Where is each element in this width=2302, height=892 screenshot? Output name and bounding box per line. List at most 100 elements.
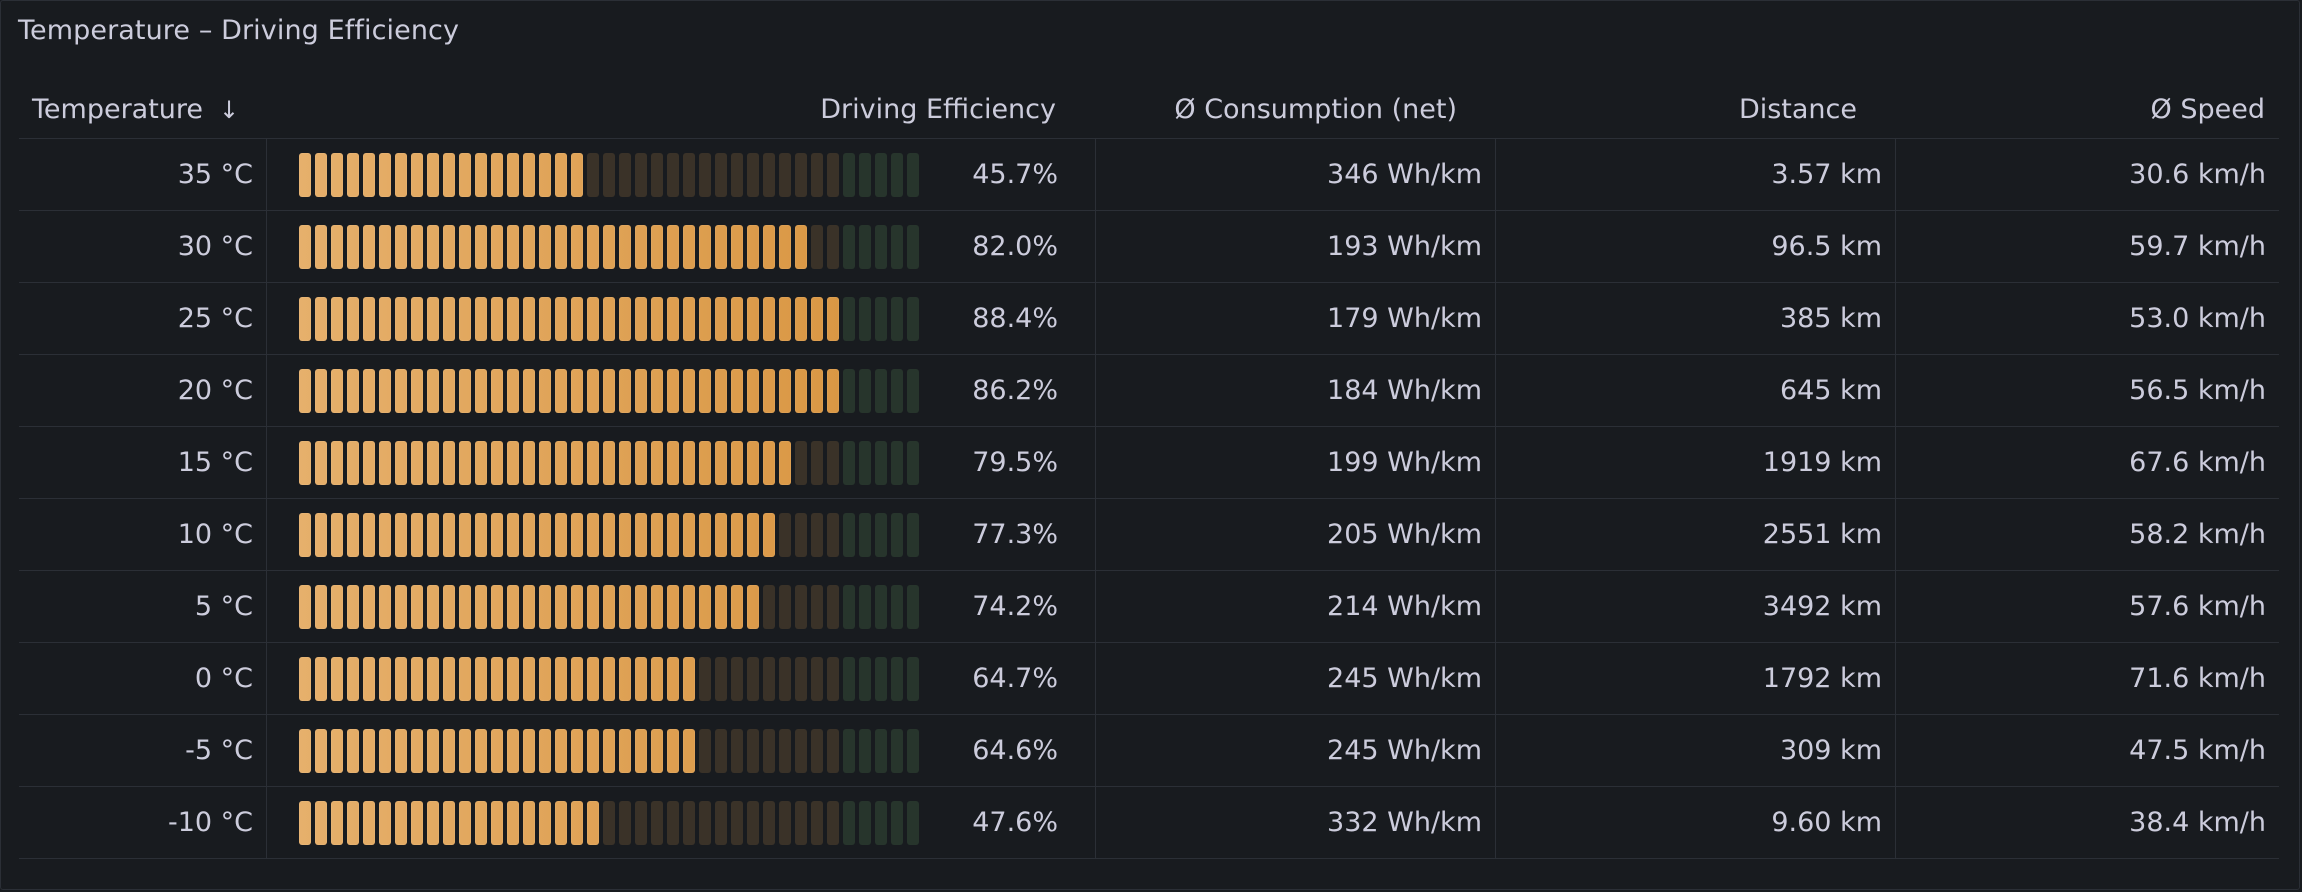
sort-descending-icon[interactable]: ↓ [219, 96, 240, 124]
gauge-segment [475, 729, 487, 773]
gauge-segment [731, 441, 743, 485]
gauge-segment [635, 657, 647, 701]
gauge-segment [571, 729, 583, 773]
gauge-segment [363, 369, 375, 413]
gauge-segment [571, 153, 583, 197]
gauge-segment [331, 657, 343, 701]
gauge-segment [795, 729, 807, 773]
gauge-segment [731, 513, 743, 557]
table-row: 20 °C 86.2% 184 Wh/km 645 km 56.5 km/h [19, 355, 2279, 427]
column-header-distance[interactable]: Distance [1738, 94, 1857, 125]
gauge-segment [699, 153, 711, 197]
gauge-segment [363, 513, 375, 557]
gauge-segment [907, 153, 919, 197]
column-header-efficiency[interactable]: Driving Efficiency [820, 94, 1056, 125]
efficiency-gauge [299, 513, 923, 557]
efficiency-gauge [299, 153, 923, 197]
gauge-segment [363, 297, 375, 341]
gauge-segment [571, 513, 583, 557]
gauge-segment [811, 225, 823, 269]
gauge-segment [347, 441, 359, 485]
gauge-segment [315, 369, 327, 413]
gauge-segment [587, 441, 599, 485]
gauge-segment [507, 225, 519, 269]
gauge-segment [299, 441, 311, 485]
column-header-consumption[interactable]: Ø Consumption (net) [1174, 94, 1457, 125]
gauge-segment [795, 657, 807, 701]
distance-cell: 1792 km [1496, 643, 1896, 714]
gauge-segment [763, 513, 775, 557]
gauge-segment [587, 801, 599, 845]
gauge-segment [411, 441, 423, 485]
gauge-segment [651, 153, 663, 197]
efficiency-value: 79.5% [972, 447, 1058, 478]
gauge-segment [747, 585, 759, 629]
temperature-cell: 10 °C [19, 499, 267, 570]
gauge-segment [299, 729, 311, 773]
gauge-segment [379, 297, 391, 341]
gauge-segment [747, 297, 759, 341]
gauge-segment [795, 369, 807, 413]
gauge-segment [475, 513, 487, 557]
gauge-segment [667, 225, 679, 269]
gauge-segment [299, 513, 311, 557]
gauge-segment [347, 225, 359, 269]
gauge-segment [843, 297, 855, 341]
gauge-segment [891, 225, 903, 269]
gauge-segment [315, 585, 327, 629]
gauge-segment [475, 585, 487, 629]
gauge-segment [827, 225, 839, 269]
gauge-segment [539, 729, 551, 773]
gauge-segment [299, 297, 311, 341]
gauge-segment [763, 225, 775, 269]
gauge-segment [523, 801, 535, 845]
gauge-segment [731, 585, 743, 629]
gauge-segment [427, 729, 439, 773]
gauge-segment [555, 369, 567, 413]
gauge-segment [411, 369, 423, 413]
gauge-segment [379, 513, 391, 557]
gauge-segment [779, 225, 791, 269]
efficiency-cell: 86.2% [267, 355, 1096, 426]
panel-title: Temperature – Driving Efficiency [18, 15, 460, 46]
gauge-segment [555, 513, 567, 557]
column-header-speed[interactable]: Ø Speed [2150, 94, 2265, 125]
gauge-segment [667, 441, 679, 485]
gauge-segment [603, 801, 615, 845]
gauge-segment [795, 225, 807, 269]
column-header-temperature[interactable]: Temperature ↓ [32, 87, 239, 138]
gauge-segment [619, 585, 631, 629]
efficiency-value: 86.2% [972, 375, 1058, 406]
gauge-segment [651, 657, 663, 701]
gauge-segment [523, 441, 535, 485]
gauge-segment [507, 657, 519, 701]
efficiency-value: 82.0% [972, 231, 1058, 262]
efficiency-value: 64.7% [972, 663, 1058, 694]
gauge-segment [843, 729, 855, 773]
efficiency-cell: 79.5% [267, 427, 1096, 498]
distance-cell: 3.57 km [1496, 139, 1896, 210]
gauge-segment [443, 585, 455, 629]
gauge-segment [363, 225, 375, 269]
gauge-segment [827, 441, 839, 485]
gauge-segment [347, 729, 359, 773]
gauge-segment [379, 153, 391, 197]
gauge-segment [875, 153, 887, 197]
distance-cell: 1919 km [1496, 427, 1896, 498]
efficiency-gauge [299, 225, 923, 269]
speed-cell: 67.6 km/h [2129, 447, 2266, 478]
consumption-cell: 184 Wh/km [1096, 355, 1496, 426]
gauge-segment [363, 729, 375, 773]
gauge-segment [587, 153, 599, 197]
gauge-segment [859, 225, 871, 269]
gauge-segment [507, 297, 519, 341]
gauge-segment [763, 657, 775, 701]
gauge-segment [555, 297, 567, 341]
distance-cell: 96.5 km [1496, 211, 1896, 282]
gauge-segment [811, 585, 823, 629]
gauge-segment [459, 729, 471, 773]
consumption-cell: 245 Wh/km [1096, 643, 1496, 714]
gauge-segment [779, 441, 791, 485]
consumption-cell: 193 Wh/km [1096, 211, 1496, 282]
temperature-cell: 5 °C [19, 571, 267, 642]
